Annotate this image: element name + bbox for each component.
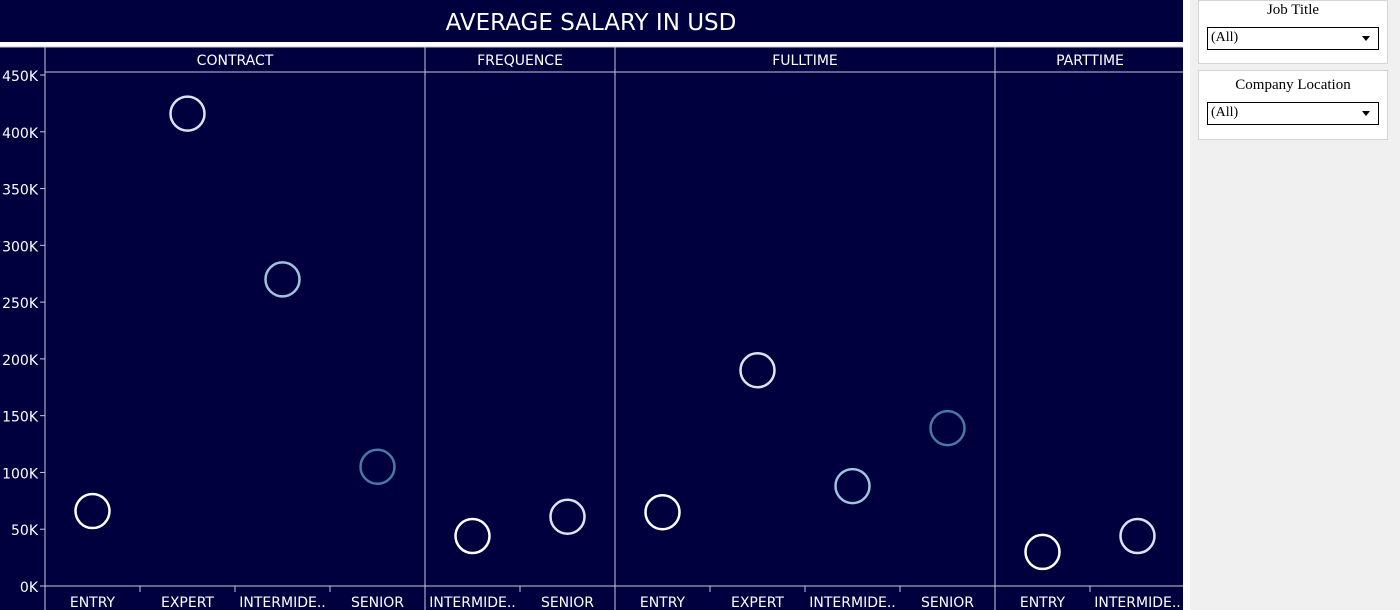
salary-point [454,517,491,555]
salary-point [359,448,396,486]
salary-point [1119,517,1156,555]
y-tick-label: 350K [2,183,39,199]
title-bar [0,0,1183,42]
y-tick-label: 0K [20,580,39,596]
x-tick-label: ENTRY [640,595,686,610]
filter-panel: Job Title (All) Company Location (All) [1190,0,1400,610]
x-tick-label: INTERMIDE.. [239,595,325,610]
panel-header: FREQUENCE [477,53,563,69]
company-location-dropdown[interactable]: (All) [1207,102,1379,125]
company-location-filter: Company Location (All) [1198,70,1388,140]
salary-point [1024,533,1061,571]
salary-point [834,467,871,505]
y-tick-label: 150K [2,410,39,426]
y-tick-label: 250K [2,296,39,312]
x-tick-label: INTERMIDE.. [1094,595,1180,610]
chart-title: AVERAGE SALARY IN USD [446,10,737,36]
y-tick-label: 450K [2,69,39,85]
company-location-selected-value: (All) [1211,105,1239,120]
job-title-filter: Job Title (All) [1198,0,1388,64]
plot-background [0,47,1183,610]
x-tick-label: SENIOR [541,595,594,610]
x-tick-label: SENIOR [351,595,404,610]
job-title-dropdown[interactable]: (All) [1207,27,1379,50]
x-tick-label: EXPERT [731,595,784,610]
job-title-selected-value: (All) [1211,30,1239,45]
chart-area: AVERAGE SALARY IN USD 0K 50K 100K 150K 200K 25… [0,0,1183,610]
x-tick-label: ENTRY [70,595,116,610]
salary-point [264,261,301,298]
job-title-filter-label: Job Title [1266,2,1320,18]
salary-point [74,492,111,530]
x-tick-label: ENTRY [1020,595,1066,610]
chevron-down-icon[interactable] [1362,36,1370,41]
salary-point [644,493,681,531]
x-tick-label: EXPERT [161,595,214,610]
y-tick-label: 300K [2,239,39,255]
salary-point [549,498,586,535]
y-tick-label: 400K [2,126,39,142]
company-location-filter-label: Company Location [1235,77,1351,93]
panel-header: CONTRACT [197,53,274,69]
panel-header: PARTTIME [1056,53,1124,69]
y-tick-label: 100K [2,466,39,482]
salary-chart: AVERAGE SALARY IN USD 0K 50K 100K 150K 200K 25… [0,0,1183,610]
salary-point [929,409,966,447]
chevron-down-icon[interactable] [1362,111,1370,116]
salary-point [739,351,776,389]
panel-header: FULLTIME [772,53,838,69]
x-tick-label: SENIOR [921,595,974,610]
salary-point [169,95,206,132]
x-tick-label: INTERMIDE.. [429,595,515,610]
y-tick-label: 50K [11,523,39,539]
y-tick-label: 200K [2,353,39,369]
x-tick-label: INTERMIDE.. [809,595,895,610]
